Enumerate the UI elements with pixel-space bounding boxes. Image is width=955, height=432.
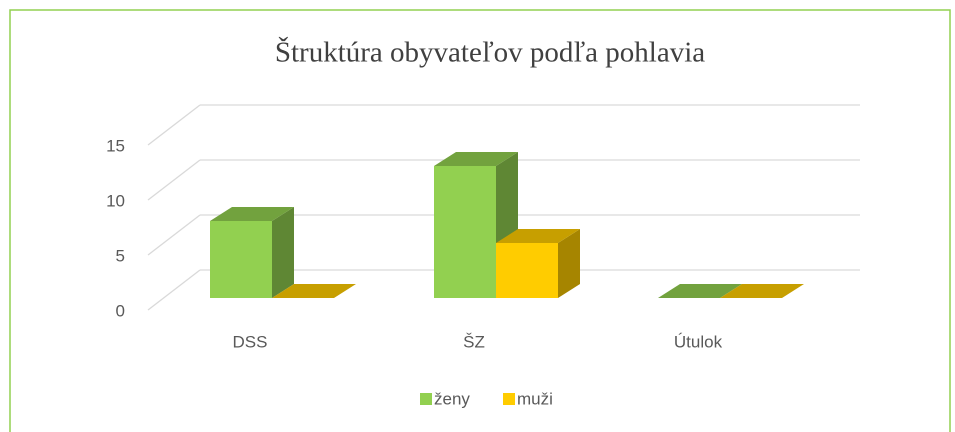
bar-top — [658, 284, 742, 298]
y-tick-label: 10 — [106, 191, 125, 210]
x-tick-label: Útulok — [674, 332, 723, 351]
x-tick-label: DSS — [233, 332, 268, 351]
grid-line-side — [147, 269, 201, 311]
y-tick-label: 0 — [116, 301, 125, 320]
bar-front — [210, 221, 272, 298]
legend-label: muži — [517, 389, 553, 408]
bar — [720, 284, 804, 298]
grid-line-side — [147, 214, 201, 256]
x-tick-label: ŠZ — [463, 332, 485, 351]
bar — [272, 284, 356, 298]
bar-top — [272, 284, 356, 298]
legend-swatch — [503, 393, 515, 405]
bar-front — [496, 243, 558, 298]
chart-title: Štruktúra obyvateľov podľa pohlavia — [275, 36, 705, 69]
bar — [658, 284, 742, 298]
grid-line-side — [147, 104, 201, 146]
bar-top — [434, 152, 518, 166]
legend-label: ženy — [434, 389, 470, 408]
bar-side — [272, 207, 294, 298]
y-tick-label: 15 — [106, 136, 125, 155]
bar-top — [496, 229, 580, 243]
chart-border — [9, 9, 951, 432]
y-tick-label: 5 — [116, 246, 125, 265]
bar-front — [434, 166, 496, 298]
bar — [496, 229, 580, 298]
bar-top — [210, 207, 294, 221]
grid-line-side — [147, 159, 201, 201]
bar — [210, 207, 294, 298]
bar-side — [558, 229, 580, 298]
legend-swatch — [420, 393, 432, 405]
bar-top — [720, 284, 804, 298]
